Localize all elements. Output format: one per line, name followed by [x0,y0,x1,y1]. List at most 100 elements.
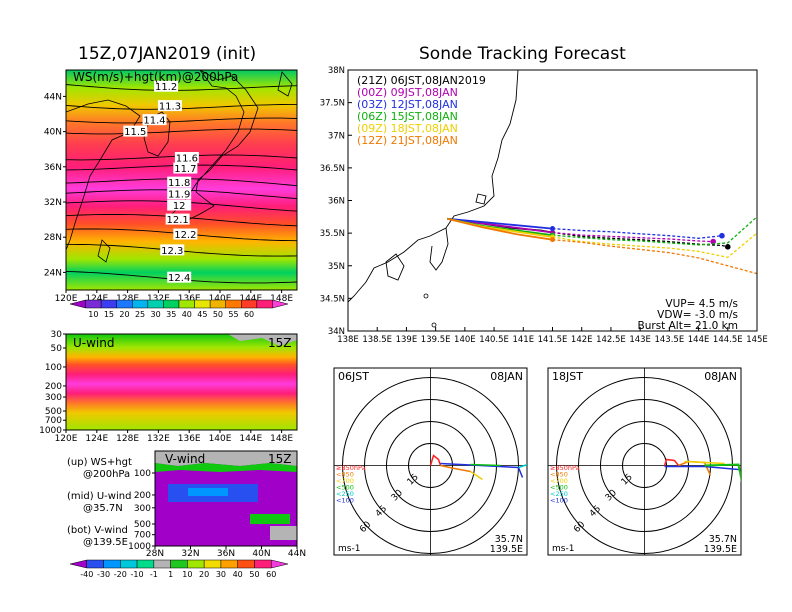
polar-hodograph [663,458,741,483]
ws-contour-line [66,128,297,135]
ws-x-tick-label: 148E [270,294,293,304]
track-legend-entry: (21Z) 06JST,08JAN2019 [357,74,486,87]
ws-panel: 11.2 11.3 11.411.5 11.611.7 11.811.912 12.1 12… [44,69,298,304]
track-landing-point [719,232,725,239]
v-colorbar-label: -40 [80,570,93,579]
ws-contour-label: 12.4 [168,273,190,284]
ws-y-tick-label: 40N [44,128,62,138]
note-up-line2: @200hPa [83,469,131,480]
v-colorbar-swatch [170,559,188,569]
ws-colorbar-label: 15 [104,310,114,319]
ws-colorbar-swatch [194,299,211,309]
v-colorbar-swatch [103,559,121,569]
ws-colorbar-label: 60 [244,310,254,319]
polar-unit: ms-1 [338,544,360,554]
v-x-tick-label: 40N [252,549,270,559]
v-colorbar-label: 10 [182,570,192,579]
ws-contour-label: 11.5 [124,127,146,138]
v-colorbar-label: 60 [266,570,276,579]
polar-legend-entry: <500 [336,484,354,492]
track-legend-entry: (03Z) 12JST,08JAN [357,98,458,111]
track-x-tick-label: 143.5E [654,335,684,345]
hodo-500g [704,463,741,483]
ws-contour-label: 11.4 [143,116,165,127]
ws-x-tick-label: 124E [85,294,108,304]
ws-x-tick-label: 132E [147,294,170,304]
track-island-sado [475,193,487,205]
track-series-ascent [447,217,553,230]
track-series-descent [552,239,757,275]
ws-coastline-japan [169,70,259,223]
hodo-500 [470,470,483,481]
ws-contour-label: 11.3 [159,102,181,113]
ws-frame [65,69,298,291]
u-y-tick-label: 100 [45,363,62,373]
v-colorbar-label: 20 [199,570,209,579]
track-x-tick-label: 144E [688,335,710,345]
v-x-axis: 28N 32N 36N 40N 44N [146,546,306,559]
u-x-tick-label: 128E [116,434,139,444]
ws-contour-label: 12.1 [167,215,189,226]
v-colorbar-label: 30 [216,570,226,579]
ws-contour-label: 12 [173,201,186,212]
track-series-descent [552,231,728,248]
polar-legend-entry: <100 [336,497,354,505]
ws-colorbar-label: 25 [135,310,145,319]
track-series-descent [552,231,714,243]
track-island-2 [431,322,437,328]
ws-contour-label-bg [154,80,179,92]
polar-date: 08JAN [490,370,523,383]
track-y-tick-label: 35N [328,262,345,272]
ws-colorbar-swatch [132,299,149,309]
u-y-tick-label: 200 [45,382,62,392]
track-x-tick-label: 142E [571,335,593,345]
ws-contour-label: 11.7 [174,164,196,175]
ws-x-tick-label: 144E [239,294,262,304]
ws-x-axis: 120E 124E 128E 132E 136E 140E 144E 148E [55,290,293,304]
hodo-850 [663,458,680,466]
ws-y-axis: 44N 40N 36N 32N 28N 24N [44,92,66,278]
v-x-tick-label: 28N [146,549,164,559]
hodo-700 [440,464,471,473]
ws-colorbar-swatch [272,299,289,309]
track-annotation: VUP= 4.5 m/s [665,298,738,310]
u-y-tick-label: 50 [51,344,63,354]
v-colorbar-swatch [237,559,255,569]
note-mid-line1: (mid) U-wind [67,491,132,502]
left-chart-title: 15Z,07JAN2019 (init) [78,44,257,64]
v-colorbar-swatch [136,559,155,569]
u-x-tick-label: 148E [270,434,293,444]
track-landing-point [724,244,731,250]
track-series-descent [552,232,757,258]
ws-contour-label-bg [173,228,198,240]
track-y-tick-label: 34N [328,327,345,337]
polar-unit: ms-1 [552,544,574,554]
track-y-tick-label: 36N [328,197,345,207]
ws-x-tick-label: 140E [209,294,232,304]
hodo-500 [684,460,725,465]
polar-legend-entry: <100 [550,497,568,505]
track-annotation: Burst Alt= 21.0 km [638,320,738,332]
ws-coastline-china [66,99,141,251]
polar-hodograph [429,454,527,481]
ws-contour-line [66,84,297,91]
ws-contour-label-bg [157,100,182,112]
v-colorbar-label: 1 [168,570,173,579]
track-x-tick-label: 141.5E [538,335,568,345]
hodo-500g [470,463,501,467]
ws-colorbar-swatch [209,299,226,309]
track-x-tick-label: 138E [337,335,359,345]
v-x-tick-label: 36N [217,549,235,559]
track-x-tick-label: 145E [746,335,768,345]
u-frame [65,333,298,431]
track-series-descent [552,227,722,239]
u-x-tick-label: 144E [239,434,262,444]
note-mid-line2: @35.7N [83,503,123,514]
v-colorbar-swatch [86,559,104,569]
ws-colorbar-swatch [225,299,242,309]
polar-date: 08JAN [704,370,737,383]
u-x-tick-label: 140E [209,434,232,444]
track-x-tick-label: 140.5E [479,335,509,345]
ws-colorbar-label: 40 [182,310,192,319]
